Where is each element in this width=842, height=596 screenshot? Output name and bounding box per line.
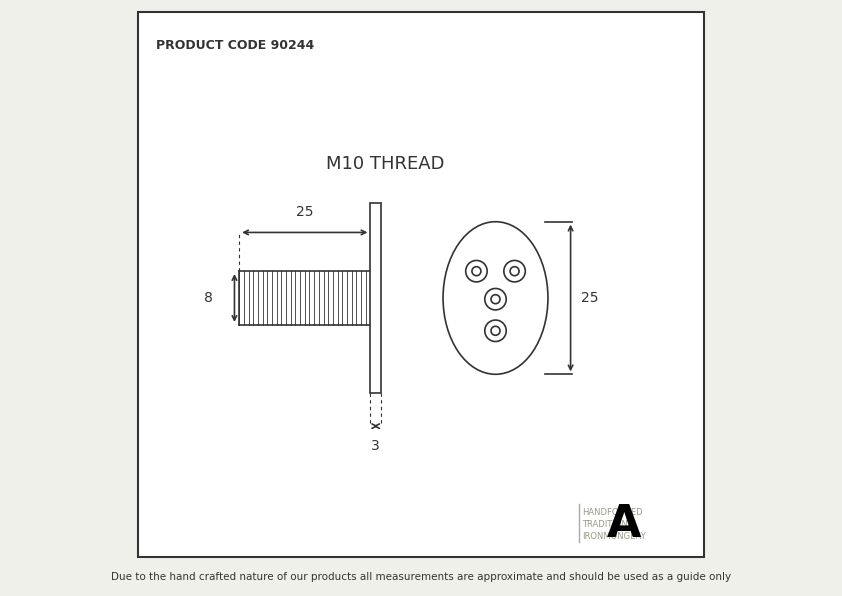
Text: M10 THREAD: M10 THREAD xyxy=(326,155,445,173)
Text: 25: 25 xyxy=(296,206,313,219)
FancyBboxPatch shape xyxy=(370,203,381,393)
Ellipse shape xyxy=(443,222,548,374)
Text: HANDFORGED: HANDFORGED xyxy=(582,508,642,517)
Circle shape xyxy=(485,320,506,342)
Circle shape xyxy=(485,288,506,310)
FancyBboxPatch shape xyxy=(138,12,704,557)
Text: A: A xyxy=(606,503,641,546)
FancyBboxPatch shape xyxy=(239,271,370,325)
Circle shape xyxy=(472,266,481,276)
Text: PRODUCT CODE 90244: PRODUCT CODE 90244 xyxy=(156,39,314,52)
Circle shape xyxy=(510,266,519,276)
Text: TRADITIONAL: TRADITIONAL xyxy=(582,520,638,529)
Text: Due to the hand crafted nature of our products all measurements are approximate : Due to the hand crafted nature of our pr… xyxy=(111,572,731,582)
Circle shape xyxy=(504,260,525,282)
Text: 25: 25 xyxy=(581,291,599,305)
Circle shape xyxy=(491,294,500,304)
Text: IRONMONGERY: IRONMONGERY xyxy=(582,532,646,541)
Text: 3: 3 xyxy=(371,439,380,453)
Circle shape xyxy=(491,326,500,336)
Text: 8: 8 xyxy=(204,291,212,305)
Circle shape xyxy=(466,260,488,282)
